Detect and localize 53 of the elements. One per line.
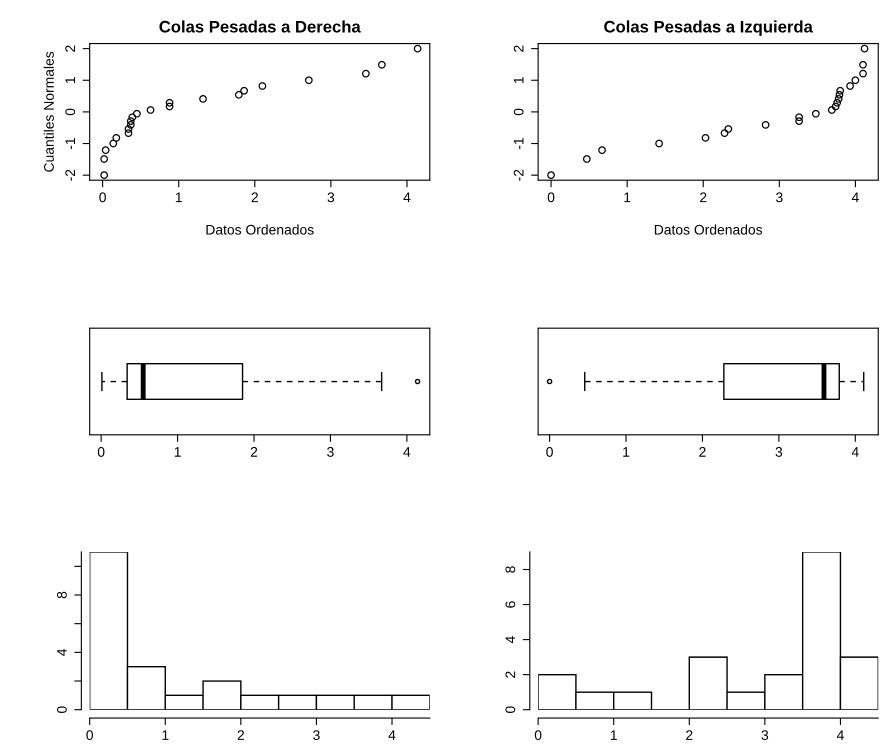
x-tick-label: 0 bbox=[86, 730, 94, 740]
y-tick-label: -2 bbox=[514, 170, 524, 181]
x-axis-title: Datos Ordenados bbox=[206, 224, 314, 235]
y-tick-label: 4 bbox=[506, 636, 516, 644]
x-tick-label: 3 bbox=[776, 192, 783, 202]
y-tick-label: 6 bbox=[505, 601, 516, 608]
x-tick-label: 4 bbox=[388, 730, 396, 740]
y-tick-label: -2 bbox=[65, 170, 75, 181]
x-tick-label: 0 bbox=[99, 192, 106, 202]
x-tick-label: 1 bbox=[610, 730, 617, 740]
x-tick-label: 1 bbox=[174, 447, 181, 457]
x-tick-label: 4 bbox=[852, 447, 859, 457]
x-tick-label: 2 bbox=[238, 730, 244, 740]
y-tick-label: 2 bbox=[505, 671, 516, 678]
y-tick-label: 2 bbox=[514, 45, 524, 52]
x-axis-title: Datos Ordenados bbox=[654, 224, 762, 235]
y-tick-label: 0 bbox=[514, 108, 524, 116]
x-tick-label: 3 bbox=[327, 447, 334, 457]
y-tick-label: 0 bbox=[505, 706, 516, 714]
y-tick-label: 0 bbox=[56, 706, 67, 714]
y-tick-label: -1 bbox=[65, 138, 75, 150]
x-tick-label: 0 bbox=[534, 730, 542, 740]
chart-title: Colas Pesadas a Derecha bbox=[159, 20, 361, 33]
chart-title: Colas Pesadas a Izquierda bbox=[604, 20, 813, 36]
x-tick-label: 3 bbox=[776, 447, 782, 457]
y-tick-label: 4 bbox=[57, 648, 67, 656]
x-tick-label: 4 bbox=[852, 192, 859, 202]
x-tick-label: 0 bbox=[546, 447, 553, 457]
x-tick-label: 0 bbox=[98, 447, 104, 457]
x-tick-label: 1 bbox=[623, 447, 630, 457]
x-tick-label: 0 bbox=[548, 192, 554, 202]
y-tick-label: 8 bbox=[56, 592, 67, 598]
y-tick-label: -1 bbox=[514, 138, 524, 150]
y-tick-label: 8 bbox=[505, 566, 516, 573]
y-tick-label: 1 bbox=[514, 77, 524, 84]
x-tick-label: 1 bbox=[176, 192, 182, 202]
y-tick-label: 0 bbox=[65, 108, 76, 116]
x-tick-label: 2 bbox=[699, 447, 706, 457]
x-tick-label: 2 bbox=[250, 447, 258, 457]
x-tick-label: 1 bbox=[624, 192, 630, 202]
x-tick-label: 1 bbox=[162, 730, 168, 740]
y-tick-label: 2 bbox=[65, 45, 75, 52]
y-axis-title: Cuantiles Normales bbox=[44, 52, 54, 172]
y-tick-label: 1 bbox=[65, 77, 75, 84]
x-tick-label: 4 bbox=[836, 730, 844, 740]
x-tick-label: 3 bbox=[328, 192, 334, 202]
x-tick-label: 2 bbox=[252, 192, 258, 202]
x-tick-label: 2 bbox=[700, 192, 706, 202]
x-tick-label: 3 bbox=[762, 730, 768, 740]
x-tick-label: 4 bbox=[403, 192, 410, 202]
x-tick-label: 2 bbox=[686, 730, 692, 740]
x-tick-label: 4 bbox=[403, 447, 410, 457]
x-tick-label: 3 bbox=[313, 730, 320, 740]
